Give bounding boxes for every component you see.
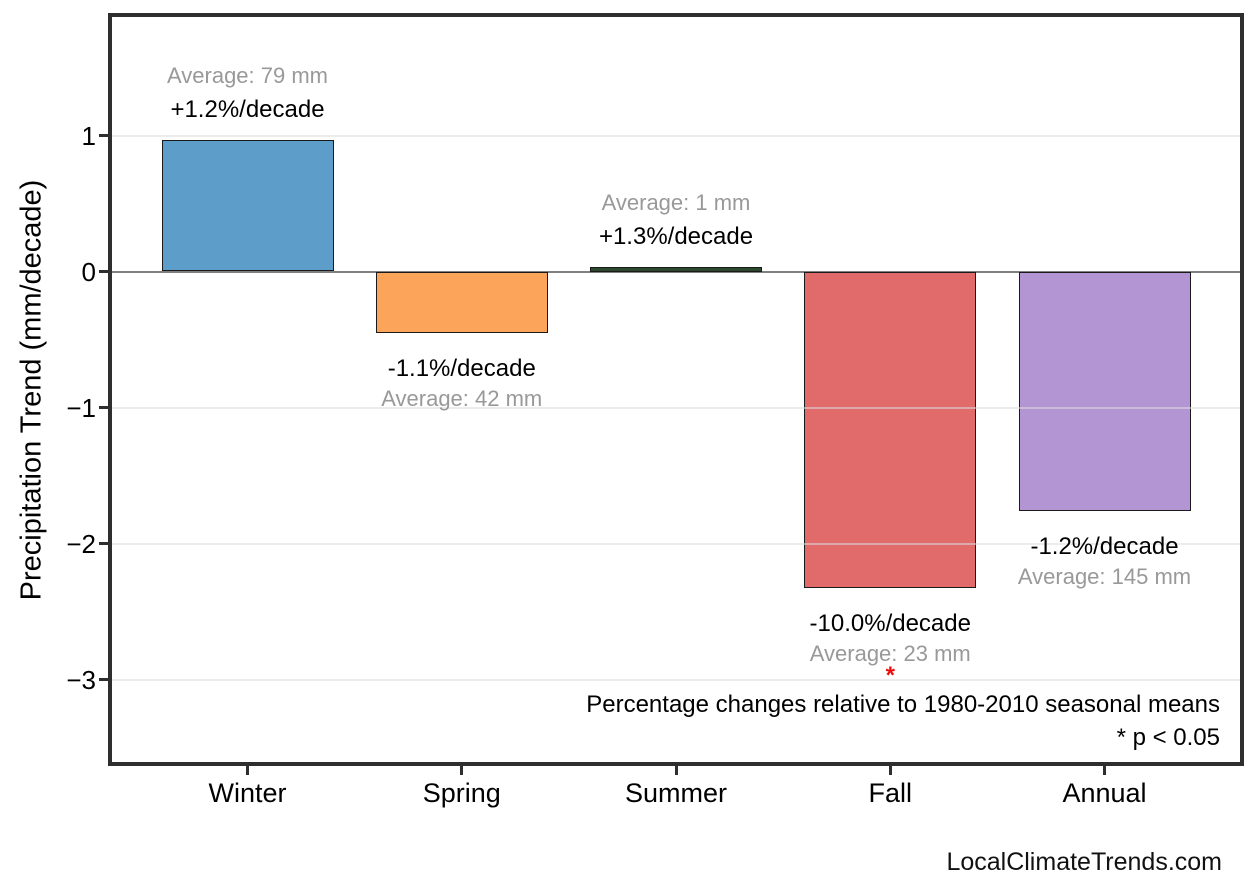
gridline-−3: [112, 678, 1240, 681]
bar-annual: [1018, 271, 1191, 511]
watermark: LocalClimateTrends.com: [946, 848, 1222, 876]
avg-label-winter: Average: 79 mm: [166, 62, 329, 88]
x-tick-label-fall: Fall: [868, 778, 912, 808]
footnote-line-2: * p < 0.05: [1116, 724, 1220, 751]
y-tick-label-−3: −3: [66, 664, 96, 695]
avg-label-fall: Average: 23 mm: [809, 641, 971, 667]
x-tick-winter: [246, 766, 249, 775]
x-tick-summer: [674, 766, 678, 775]
y-tick-1: [99, 134, 108, 137]
x-tick-label-summer: Summer: [624, 778, 727, 808]
x-tick-label-annual: Annual: [1062, 778, 1147, 808]
pct-label-winter: +1.2%/decade: [170, 95, 325, 123]
pct-label-summer: +1.3%/decade: [598, 222, 754, 250]
footnote-line-1: Percentage changes relative to 1980-2010…: [586, 691, 1220, 718]
y-tick-−1: [99, 406, 108, 409]
x-tick-label-winter: Winter: [208, 778, 287, 808]
gridline-−2: [112, 542, 1240, 545]
gridline-−1: [112, 406, 1240, 409]
y-tick-0: [99, 270, 108, 273]
pct-label-annual: -1.2%/decade: [1030, 532, 1179, 560]
y-tick-label-−2: −2: [66, 528, 96, 559]
pct-label-spring: -1.1%/decade: [387, 354, 536, 382]
y-tick-label-1: 1: [81, 120, 96, 151]
bar-fall: [804, 271, 977, 589]
x-tick-fall: [888, 766, 892, 775]
bar-summer: [590, 266, 762, 272]
gridline-1: [112, 134, 1240, 137]
plot-area: +1.2%/decade Average: 79 mm -1.1%/decade Av…: [108, 13, 1244, 766]
zero-gridline: [112, 270, 1240, 273]
bar-spring: [375, 271, 548, 333]
footnote: Percentage changes relative to 1980-2010…: [586, 688, 1220, 754]
pct-label-fall: -10.0%/decade: [809, 610, 971, 638]
y-tick-label-−1: −1: [66, 392, 96, 423]
x-tick-annual: [1103, 766, 1106, 775]
avg-label-summer: Average: 1 mm: [601, 189, 751, 215]
x-tick-label-spring: Spring: [422, 778, 501, 808]
y-tick-−2: [99, 542, 108, 545]
y-tick-−3: [99, 678, 108, 681]
avg-label-spring: Average: 42 mm: [381, 385, 543, 411]
x-tick-spring: [460, 766, 464, 775]
avg-label-annual: Average: 145 mm: [1017, 563, 1192, 589]
bar-winter: [161, 139, 334, 272]
y-tick-label-0: 0: [81, 256, 96, 287]
significance-asterisk: *: [885, 662, 895, 690]
